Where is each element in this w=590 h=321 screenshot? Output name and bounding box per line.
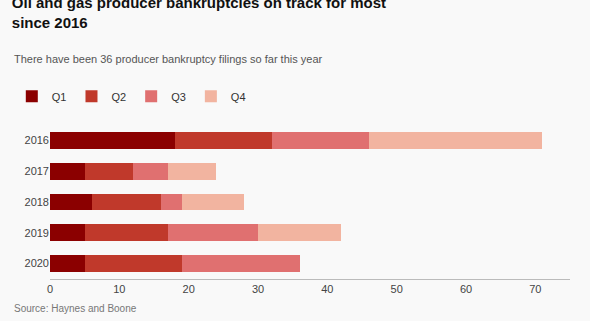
svg-text:40: 40	[321, 283, 333, 295]
svg-text:Q4: Q4	[231, 91, 246, 103]
svg-text:There have been 36 producer ba: There have been 36 producer bankruptcy f…	[14, 53, 323, 65]
svg-text:Q3: Q3	[171, 91, 186, 103]
svg-text:Q1: Q1	[52, 91, 67, 103]
svg-text:70: 70	[529, 283, 541, 295]
svg-text:2020: 2020	[25, 257, 49, 269]
svg-text:10: 10	[113, 283, 125, 295]
svg-text:2019: 2019	[25, 227, 49, 239]
svg-text:20: 20	[183, 283, 195, 295]
svg-text:2016: 2016	[25, 134, 49, 146]
svg-text:Q2: Q2	[111, 91, 126, 103]
svg-text:50: 50	[391, 283, 403, 295]
svg-text:Oil and gas producer bankruptc: Oil and gas producer bankruptcies on tra…	[12, 0, 386, 31]
svg-text:0: 0	[47, 283, 53, 295]
svg-text:2017: 2017	[25, 165, 49, 177]
svg-text:30: 30	[252, 283, 264, 295]
svg-text:60: 60	[460, 283, 472, 295]
svg-text:Source: Haynes and Boone: Source: Haynes and Boone	[14, 303, 137, 314]
svg-text:2018: 2018	[25, 196, 49, 208]
